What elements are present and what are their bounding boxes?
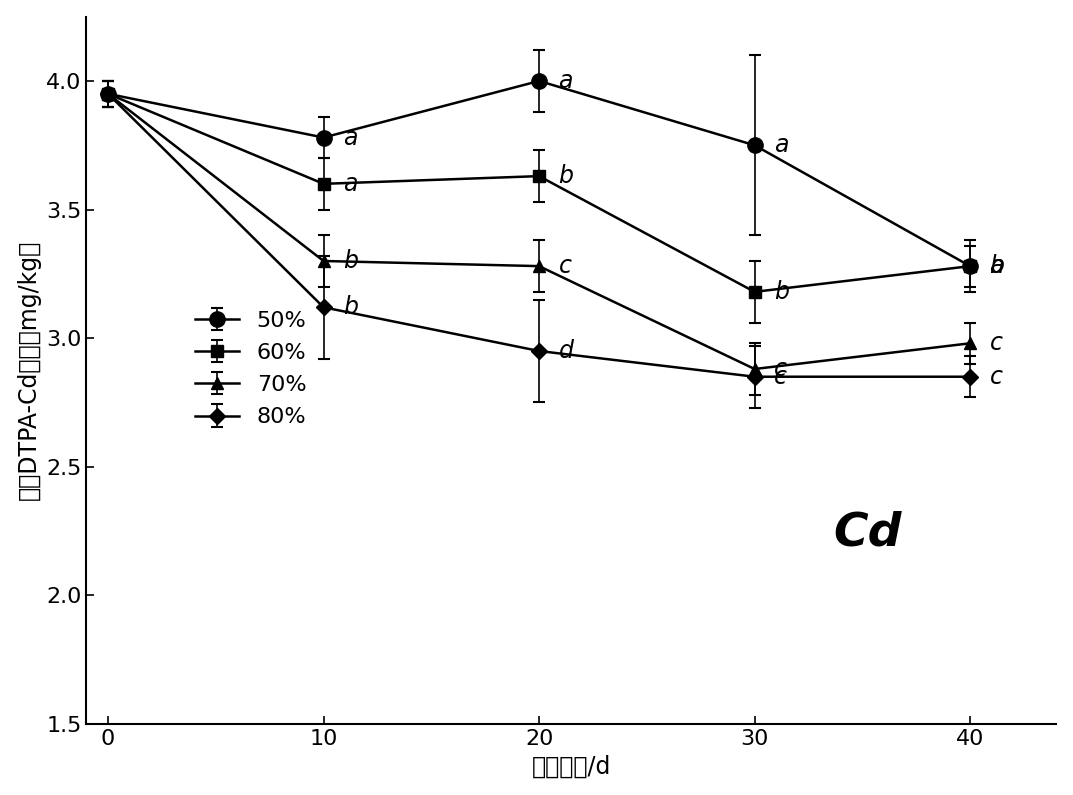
Text: a: a <box>989 254 1004 278</box>
Text: a: a <box>343 126 357 149</box>
Text: b: b <box>343 295 358 320</box>
Text: a: a <box>774 134 789 157</box>
Text: c: c <box>989 365 1002 389</box>
Text: c: c <box>989 332 1002 355</box>
Text: b: b <box>774 280 789 304</box>
Text: b: b <box>989 254 1004 278</box>
Legend: 50%, 60%, 70%, 80%: 50%, 60%, 70%, 80% <box>194 311 307 428</box>
Text: d: d <box>558 339 573 363</box>
Text: c: c <box>558 254 572 278</box>
Y-axis label: 土壭DTPA-Cd含量（mg/kg）: 土壭DTPA-Cd含量（mg/kg） <box>17 240 41 500</box>
Text: b: b <box>343 249 358 273</box>
Text: b: b <box>558 164 573 188</box>
Text: a: a <box>558 69 573 93</box>
Text: c: c <box>774 357 787 381</box>
Text: a: a <box>343 172 357 196</box>
Text: c: c <box>774 365 787 389</box>
Text: Cd: Cd <box>834 510 901 556</box>
X-axis label: 培养时间/d: 培养时间/d <box>532 754 612 778</box>
